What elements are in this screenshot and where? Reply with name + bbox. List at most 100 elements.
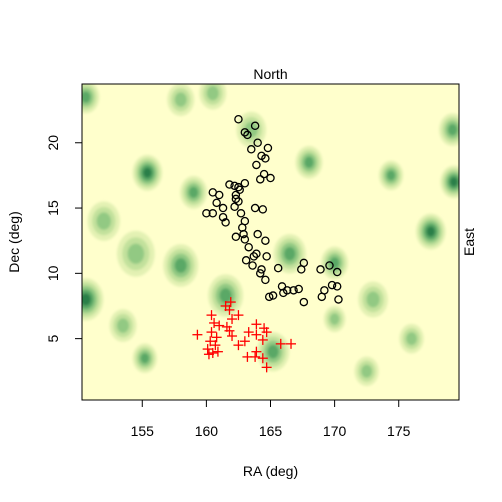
circle-point <box>250 121 260 131</box>
circle-point <box>252 249 261 259</box>
density-blob <box>109 309 137 342</box>
circle-point <box>250 203 260 213</box>
plus-point <box>227 331 238 342</box>
x-tick-label: 170 <box>323 423 347 439</box>
circle-point <box>266 173 275 183</box>
circle-point <box>268 291 278 300</box>
plus-point <box>251 319 262 330</box>
circle-point <box>316 265 325 274</box>
x-axis-label: RA (deg) <box>243 463 298 479</box>
density-blob <box>180 176 208 209</box>
circle-point <box>264 292 274 302</box>
plus-point <box>192 329 203 340</box>
circle-point <box>249 252 259 261</box>
density-blob <box>132 154 163 191</box>
circle-point <box>244 242 253 252</box>
circle-point <box>289 286 298 295</box>
plus-point <box>261 327 272 338</box>
circle-point <box>225 180 234 189</box>
plus-point <box>239 336 250 347</box>
density-blob <box>256 332 290 372</box>
circle-point <box>334 295 343 304</box>
circle-point <box>253 138 262 148</box>
circle-point <box>240 178 250 188</box>
density-blob <box>439 113 459 147</box>
plus-point <box>209 317 220 328</box>
circle-point <box>218 203 228 213</box>
plus-point <box>233 310 244 321</box>
plus-point <box>207 347 218 358</box>
x-tick-label: 165 <box>259 423 283 439</box>
density-blob <box>358 281 388 318</box>
density-blob <box>399 323 424 354</box>
circle-point <box>297 265 306 274</box>
density-blob <box>440 165 459 199</box>
circle-point <box>243 130 252 140</box>
circle-point <box>241 256 251 265</box>
circle-point <box>263 143 273 153</box>
y-tick-label: 20 <box>45 135 61 151</box>
plus-point <box>210 340 221 351</box>
density-layer <box>82 84 459 386</box>
circle-point <box>239 229 248 239</box>
density-blob <box>87 201 120 241</box>
circle-point <box>261 236 270 245</box>
plus-point <box>286 338 297 349</box>
plus-point <box>206 310 217 321</box>
circle-point <box>247 145 256 154</box>
density-blob <box>117 230 155 277</box>
density-blob <box>415 213 446 250</box>
right-label: East <box>461 228 477 256</box>
x-tick-label: 160 <box>195 423 219 439</box>
x-tick-label: 175 <box>387 423 411 439</box>
circle-point <box>261 275 270 285</box>
circle-point <box>208 209 218 218</box>
circle-point <box>235 185 244 195</box>
density-blob <box>167 84 195 116</box>
plus-point <box>261 362 272 373</box>
y-tick-label: 15 <box>45 200 61 216</box>
density-blob <box>295 146 323 179</box>
plus-point <box>206 327 217 338</box>
density-blob <box>82 84 100 114</box>
circle-point <box>240 128 250 137</box>
circle-point <box>258 205 268 214</box>
circle-point <box>212 198 221 208</box>
density-blob <box>323 305 346 333</box>
plus-point <box>214 320 225 331</box>
circle-point <box>257 265 266 274</box>
circle-point <box>252 160 261 170</box>
circle-point <box>231 194 241 204</box>
circle-point <box>214 190 224 200</box>
circle-point <box>218 212 228 222</box>
density-blob <box>354 356 379 386</box>
y-tick-label: 5 <box>45 335 61 343</box>
circle-point <box>202 209 211 218</box>
circle-point <box>240 235 250 244</box>
density-blob <box>132 343 157 373</box>
circle-point <box>294 284 303 294</box>
circle-point <box>253 229 262 239</box>
circle-point <box>282 286 292 295</box>
circle-point <box>332 282 342 291</box>
plus-point <box>257 334 268 345</box>
circle-point <box>261 154 270 163</box>
circle-point <box>262 252 271 261</box>
plus-point <box>225 297 236 308</box>
plus-point <box>205 336 216 347</box>
circle-point <box>255 175 265 184</box>
circle-point <box>317 292 327 302</box>
y-tick-label: 10 <box>45 265 61 281</box>
density-blob <box>82 278 104 321</box>
circle-point <box>221 218 230 227</box>
plus-point <box>211 332 222 343</box>
plus-point <box>227 314 238 325</box>
top-label: North <box>253 66 287 82</box>
circle-point <box>236 209 246 218</box>
y-axis: 5 10 15 20 <box>45 135 82 343</box>
circle-point <box>325 261 334 270</box>
circle-point <box>273 263 283 273</box>
plus-point <box>250 351 261 362</box>
x-tick-label: 155 <box>131 423 155 439</box>
density-blob <box>163 244 199 287</box>
